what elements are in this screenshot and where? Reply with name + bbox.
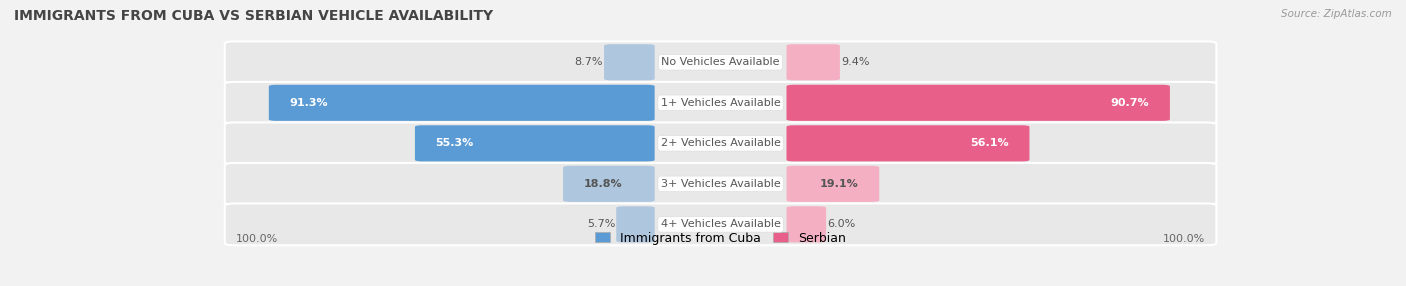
Text: 2+ Vehicles Available: 2+ Vehicles Available [661,138,780,148]
Text: 3+ Vehicles Available: 3+ Vehicles Available [661,179,780,189]
FancyBboxPatch shape [616,206,655,243]
Text: 90.7%: 90.7% [1111,98,1149,108]
FancyBboxPatch shape [786,125,1029,161]
FancyBboxPatch shape [786,166,879,202]
FancyBboxPatch shape [415,125,655,161]
FancyBboxPatch shape [786,85,1170,121]
Text: 19.1%: 19.1% [820,179,859,189]
Text: 5.7%: 5.7% [586,219,616,229]
Text: 55.3%: 55.3% [436,138,474,148]
FancyBboxPatch shape [786,44,839,80]
FancyBboxPatch shape [269,85,655,121]
FancyBboxPatch shape [225,203,1216,245]
FancyBboxPatch shape [562,166,655,202]
Legend: Immigrants from Cuba, Serbian: Immigrants from Cuba, Serbian [591,228,851,248]
Text: No Vehicles Available: No Vehicles Available [661,57,780,67]
Text: 91.3%: 91.3% [290,98,328,108]
Text: 9.4%: 9.4% [841,57,869,67]
Text: IMMIGRANTS FROM CUBA VS SERBIAN VEHICLE AVAILABILITY: IMMIGRANTS FROM CUBA VS SERBIAN VEHICLE … [14,9,494,23]
FancyBboxPatch shape [225,41,1216,83]
Text: Source: ZipAtlas.com: Source: ZipAtlas.com [1281,9,1392,19]
Text: 1+ Vehicles Available: 1+ Vehicles Available [661,98,780,108]
Text: 100.0%: 100.0% [1163,234,1205,244]
Text: 18.8%: 18.8% [583,179,623,189]
FancyBboxPatch shape [605,44,655,80]
Text: 100.0%: 100.0% [236,234,278,244]
FancyBboxPatch shape [225,122,1216,164]
FancyBboxPatch shape [225,82,1216,124]
Text: 6.0%: 6.0% [827,219,855,229]
FancyBboxPatch shape [786,206,827,243]
Text: 4+ Vehicles Available: 4+ Vehicles Available [661,219,780,229]
FancyBboxPatch shape [225,163,1216,205]
Text: 56.1%: 56.1% [970,138,1008,148]
Text: 8.7%: 8.7% [575,57,603,67]
